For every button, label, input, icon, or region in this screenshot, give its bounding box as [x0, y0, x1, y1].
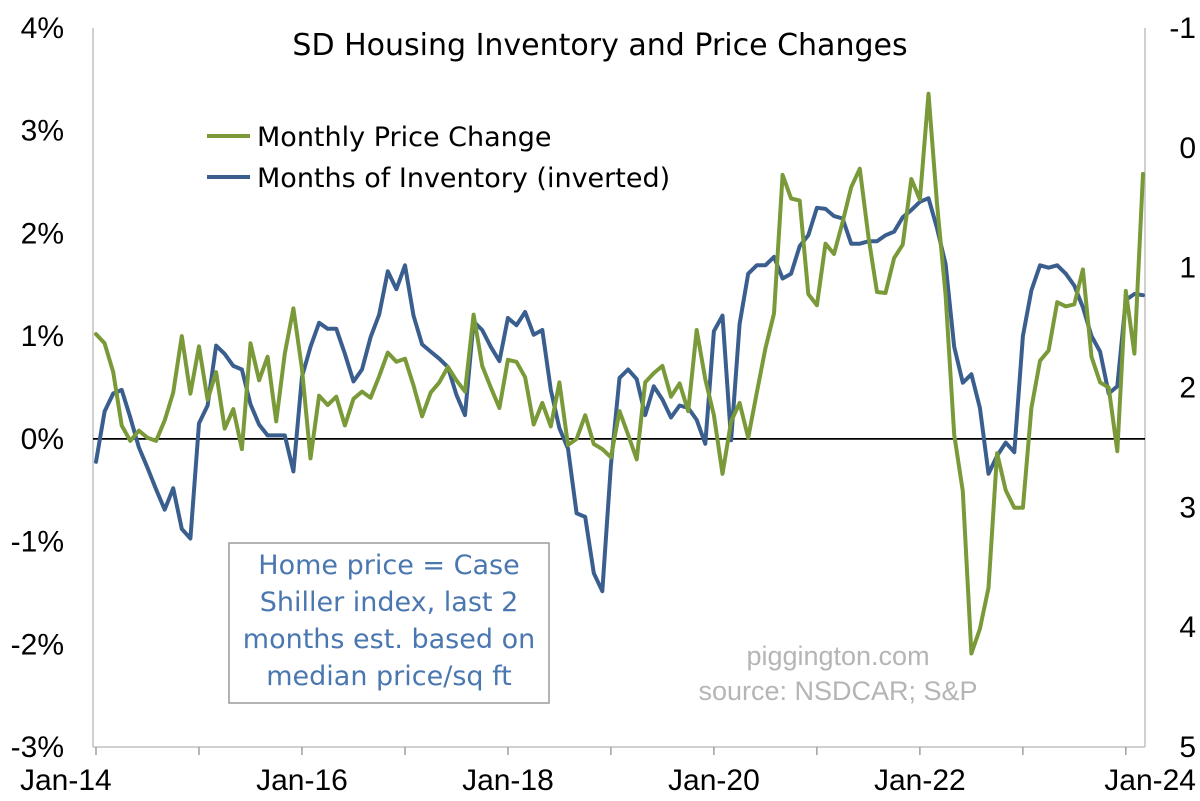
x-tick-label: Jan-20	[668, 764, 760, 797]
note-line-3: months est. based on	[243, 624, 535, 655]
note-line-2: Shiller index, last 2	[260, 587, 519, 618]
left-tick-label: 3%	[21, 115, 64, 148]
x-tick-label: Jan-16	[256, 764, 348, 797]
x-axis-ticks	[95, 747, 1127, 755]
watermark: piggington.com source: NSDCAR; S&P	[698, 641, 977, 706]
right-tick-label: -1	[1169, 12, 1196, 45]
left-axis-tick-labels: 4% 3% 2% 1% 0% -1% -2% -3%	[11, 12, 64, 764]
watermark-site: piggington.com	[746, 641, 929, 671]
x-tick-label: Jan-18	[462, 764, 554, 797]
left-tick-label: -1%	[11, 526, 64, 559]
left-tick-label: 0%	[21, 423, 64, 456]
x-tick-label: Jan-14	[20, 764, 112, 797]
left-tick-label: -3%	[11, 731, 64, 764]
right-tick-label: 3	[1179, 491, 1196, 524]
right-tick-label: 5	[1179, 731, 1196, 764]
note-box: Home price = Case Shiller index, last 2 …	[228, 542, 550, 704]
right-tick-label: 4	[1179, 611, 1196, 644]
right-tick-label: 2	[1179, 372, 1196, 405]
x-tick-label: Jan-22	[874, 764, 966, 797]
series-line-months-of-inventory	[94, 196, 1145, 594]
chart-title: SD Housing Inventory and Price Changes	[292, 28, 907, 63]
x-tick-label: Jan-24	[1104, 764, 1196, 797]
note-line-4: median price/sq ft	[266, 661, 512, 692]
right-axis-tick-labels: -1 0 1 2 3 4 5	[1169, 12, 1196, 764]
right-tick-label: 0	[1179, 132, 1196, 165]
watermark-source: source: NSDCAR; S&P	[698, 676, 977, 706]
note-box-border	[228, 542, 550, 704]
series-line-monthly-price-change	[94, 91, 1145, 656]
legend-label-price: Monthly Price Change	[257, 122, 552, 153]
legend-label-inventory: Months of Inventory (inverted)	[257, 163, 670, 194]
left-tick-label: 2%	[21, 217, 64, 250]
right-tick-label: 1	[1179, 252, 1196, 285]
legend: Monthly Price Change Months of Inventory…	[207, 122, 670, 194]
note-line-1: Home price = Case	[258, 550, 519, 581]
left-tick-label: 1%	[21, 320, 64, 353]
left-tick-label: -2%	[11, 628, 64, 661]
left-tick-label: 4%	[21, 12, 64, 45]
x-axis-labels: Jan-14 Jan-16 Jan-18 Jan-20 Jan-22 Jan-24	[20, 764, 1196, 797]
